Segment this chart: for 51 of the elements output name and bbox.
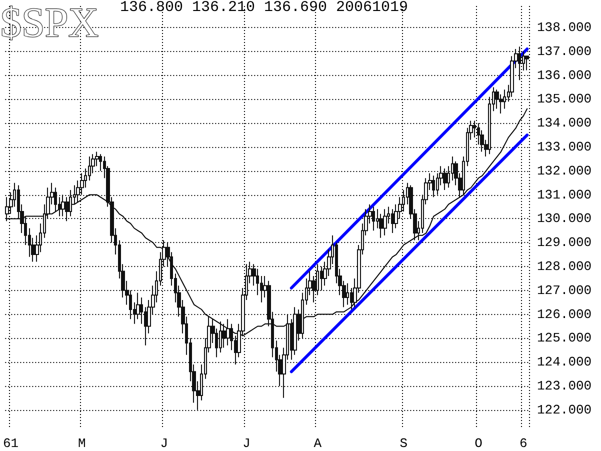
candlestick <box>518 46 521 81</box>
annotation: 136.800 <box>120 0 184 16</box>
candlestick <box>54 187 57 212</box>
candlestick <box>61 194 65 217</box>
x-tick-label: 61 <box>2 436 19 451</box>
candlestick <box>219 320 222 354</box>
y-tick-label: 135.000 <box>537 92 592 107</box>
x-tick-label: 6 <box>519 436 528 451</box>
annotation: 20061019 <box>336 0 408 16</box>
y-tick-label: 128.000 <box>537 258 592 274</box>
candlestick <box>383 208 387 236</box>
candlestick <box>372 206 375 232</box>
y-tick-label: 137.000 <box>537 44 592 59</box>
x-tick-label: A <box>314 436 322 451</box>
annotation: 136.690 <box>264 0 328 16</box>
y-tick-label: 134.000 <box>537 116 592 131</box>
candlestick <box>346 282 349 306</box>
y-tick-label: 122.000 <box>537 402 592 418</box>
candlestick <box>525 56 529 71</box>
candlestick <box>136 292 140 320</box>
candlestick <box>379 213 383 238</box>
candlestick <box>443 168 447 191</box>
y-tick-label: 133.000 <box>537 140 592 154</box>
x-tick-label: J <box>242 436 250 451</box>
y-tick-label: 125.000 <box>537 330 592 346</box>
x-tick-label: M <box>78 436 86 451</box>
y-tick-label: 138.000 <box>537 20 592 36</box>
candlestick <box>320 266 323 291</box>
candlestick <box>226 318 230 346</box>
y-tick-label: 132.000 <box>537 163 592 178</box>
y-tick-label: 124.000 <box>537 354 592 370</box>
candlestick <box>432 175 435 198</box>
annotation: 136.210 <box>192 0 256 16</box>
y-tick-label: 131.000 <box>537 187 592 202</box>
y-tick-label: 136.000 <box>537 68 592 83</box>
candlestick <box>499 94 503 114</box>
x-tick-label: S <box>400 436 408 451</box>
candlestick <box>391 208 394 234</box>
y-tick-label: 127.000 <box>537 282 592 298</box>
candlestick <box>495 89 499 110</box>
candlestick <box>503 89 506 110</box>
candlestick <box>222 323 226 348</box>
x-tick-label: J <box>160 436 168 451</box>
y-tick-label: 123.000 <box>537 378 592 394</box>
y-tick-label: 130.000 <box>537 211 592 226</box>
candlestick <box>293 306 297 356</box>
chart-title: $SPX <box>0 0 99 46</box>
candlestick <box>5 196 9 222</box>
x-tick-label: O <box>474 436 483 451</box>
y-tick-label: 126.000 <box>537 306 592 322</box>
y-tick-label: 129.000 <box>537 235 592 250</box>
